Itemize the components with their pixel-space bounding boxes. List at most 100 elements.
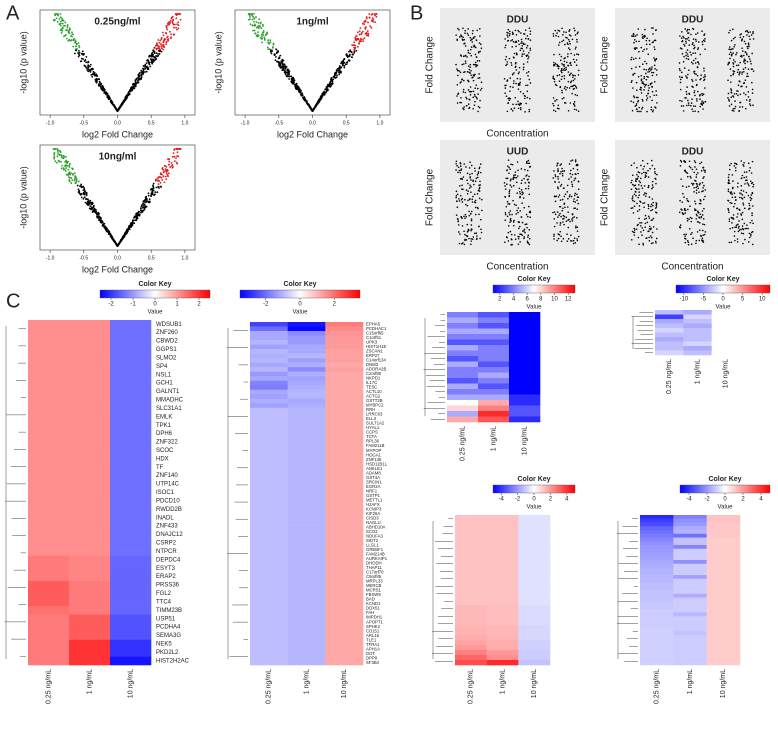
heatmap-cell (447, 312, 478, 318)
point (559, 42, 561, 44)
point (574, 94, 576, 96)
point (151, 194, 153, 196)
point (573, 243, 575, 245)
point (519, 241, 521, 243)
point (504, 78, 506, 80)
point (555, 35, 557, 37)
point (91, 202, 93, 204)
point (154, 191, 156, 193)
point (749, 170, 751, 172)
point (685, 40, 687, 42)
point (692, 111, 694, 113)
point (576, 217, 578, 219)
plot-title: DDU (682, 147, 704, 158)
point (325, 88, 327, 90)
point (742, 194, 744, 196)
point (574, 108, 576, 110)
point (633, 42, 635, 44)
point (649, 40, 651, 42)
point (683, 56, 685, 58)
point (475, 62, 477, 64)
point (640, 75, 642, 77)
point (171, 165, 173, 167)
point (734, 37, 736, 39)
point (64, 168, 66, 170)
point (96, 215, 98, 217)
point (746, 224, 748, 226)
heatmap-cell (518, 630, 550, 635)
heatmap-cell (250, 444, 288, 449)
point (681, 77, 683, 79)
point (652, 181, 654, 183)
point (144, 68, 146, 70)
point (699, 163, 701, 165)
heatmap-cell (288, 525, 326, 530)
point (518, 88, 520, 90)
point (735, 106, 737, 108)
point (573, 168, 575, 170)
point (743, 162, 745, 164)
point (697, 172, 699, 174)
heatmap-cell (325, 444, 363, 449)
point (85, 62, 87, 64)
point (372, 17, 374, 19)
point (736, 226, 738, 228)
point (267, 48, 269, 50)
heatmap-cell (447, 351, 478, 357)
point (680, 79, 682, 81)
point (559, 194, 561, 196)
point (91, 76, 93, 78)
gene-label: SF3B4 (366, 660, 380, 665)
point (682, 185, 684, 187)
point (463, 176, 465, 178)
x-tick-label: 0.0 (114, 255, 121, 261)
point (643, 194, 645, 196)
point (57, 13, 59, 15)
point (90, 64, 92, 66)
point (734, 100, 736, 102)
point (686, 105, 688, 107)
point (732, 74, 734, 76)
heatmap-cell (110, 345, 151, 354)
heatmap-cell (250, 516, 288, 521)
point (474, 168, 476, 170)
point (578, 110, 580, 112)
point (513, 41, 515, 43)
point (476, 98, 478, 100)
point (527, 91, 529, 93)
point (556, 85, 558, 87)
heatmap-cell (447, 395, 478, 401)
heatmap-cell (28, 598, 69, 607)
point (746, 99, 748, 101)
gene-label: NEK5 (156, 642, 172, 648)
y-axis-label: -log10 (p value) (213, 31, 223, 94)
heatmap-cell (250, 602, 288, 607)
point (561, 78, 563, 80)
heatmap-cell (288, 412, 326, 417)
point (568, 238, 570, 240)
point (639, 209, 641, 211)
point (656, 94, 658, 96)
heatmap-cell (250, 575, 288, 580)
heatmap-cell (250, 557, 288, 562)
point (689, 176, 691, 178)
plot-title: 1ng/ml (296, 17, 328, 28)
point (734, 163, 736, 165)
point (108, 98, 110, 100)
heatmap-cell (28, 572, 69, 581)
point (173, 24, 175, 26)
point (510, 62, 512, 64)
point (743, 233, 745, 235)
heatmap-cell (487, 625, 519, 630)
heatmap-cell (28, 564, 69, 573)
point (569, 43, 571, 45)
point (695, 73, 697, 75)
point (134, 216, 136, 218)
point (152, 188, 154, 190)
point (55, 13, 57, 15)
heatmap-cell (250, 629, 288, 634)
point (371, 20, 373, 22)
point (561, 92, 563, 94)
x-tick-label: 0.5 (148, 255, 155, 261)
point (555, 63, 557, 65)
